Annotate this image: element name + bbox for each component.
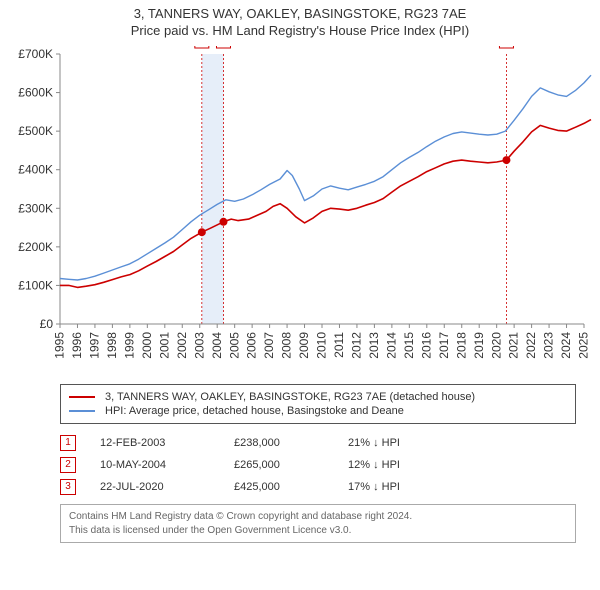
legend-label: HPI: Average price, detached house, Basi… [105,405,404,417]
svg-text:2020: 2020 [489,332,503,359]
svg-text:3: 3 [504,46,510,48]
svg-text:2022: 2022 [524,332,538,359]
svg-text:£0: £0 [40,317,54,331]
event-number-box: 2 [60,457,76,473]
event-price: £425,000 [234,481,324,493]
svg-text:2017: 2017 [437,332,451,359]
svg-text:£300K: £300K [18,201,53,215]
legend-item-hpi: HPI: Average price, detached house, Basi… [69,404,567,418]
event-date: 12-FEB-2003 [100,437,210,449]
event-number-box: 3 [60,479,76,495]
svg-text:£200K: £200K [18,240,53,254]
attribution-line-1: Contains HM Land Registry data © Crown c… [69,510,567,524]
svg-text:2010: 2010 [315,332,329,359]
event-date: 10-MAY-2004 [100,459,210,471]
svg-text:2000: 2000 [140,332,154,359]
svg-text:2007: 2007 [262,332,276,359]
svg-text:2: 2 [221,46,227,48]
svg-text:2021: 2021 [507,332,521,359]
svg-text:£600K: £600K [18,86,53,100]
svg-text:2024: 2024 [559,332,573,359]
event-date: 22-JUL-2020 [100,481,210,493]
svg-text:2011: 2011 [332,332,346,358]
svg-text:2019: 2019 [472,332,486,359]
svg-text:1999: 1999 [122,332,136,359]
svg-text:2005: 2005 [227,332,241,359]
svg-text:1: 1 [199,46,205,48]
attribution-line-2: This data is licensed under the Open Gov… [69,524,567,538]
svg-text:2025: 2025 [577,332,591,359]
legend-swatch [69,396,95,398]
svg-text:2023: 2023 [542,332,556,359]
event-row: 1 12-FEB-2003 £238,000 21% ↓ HPI [60,432,576,454]
svg-text:2016: 2016 [419,332,433,359]
svg-text:2002: 2002 [175,332,189,359]
legend-item-price-paid: 3, TANNERS WAY, OAKLEY, BASINGSTOKE, RG2… [69,390,567,404]
price-chart: £0 £100K £200K £300K £400K £500K £600K £700K 199… [8,46,592,376]
svg-text:2018: 2018 [454,332,468,359]
svg-text:£700K: £700K [18,47,53,61]
svg-text:2014: 2014 [384,332,398,359]
event-number-box: 1 [60,435,76,451]
svg-text:2012: 2012 [350,332,364,359]
event-delta: 21% ↓ HPI [348,437,400,449]
event-delta: 17% ↓ HPI [348,481,400,493]
event-row: 3 22-JUL-2020 £425,000 17% ↓ HPI [60,476,576,498]
legend-swatch [69,410,95,412]
event-row: 2 10-MAY-2004 £265,000 12% ↓ HPI [60,454,576,476]
title-line-1: 3, TANNERS WAY, OAKLEY, BASINGSTOKE, RG2… [0,6,600,21]
svg-text:£500K: £500K [18,124,53,138]
chart-area: £0 £100K £200K £300K £400K £500K £600K £700K 199… [8,46,592,376]
svg-text:£100K: £100K [18,278,53,292]
title-line-2: Price paid vs. HM Land Registry's House … [0,23,600,38]
svg-text:1996: 1996 [70,332,84,359]
legend: 3, TANNERS WAY, OAKLEY, BASINGSTOKE, RG2… [60,384,576,424]
svg-text:1998: 1998 [105,332,119,359]
svg-text:1995: 1995 [53,332,67,359]
event-price: £238,000 [234,437,324,449]
svg-text:2013: 2013 [367,332,381,359]
svg-text:£400K: £400K [18,163,53,177]
legend-label: 3, TANNERS WAY, OAKLEY, BASINGSTOKE, RG2… [105,391,475,403]
svg-text:1997: 1997 [88,332,102,359]
sale-events: 1 12-FEB-2003 £238,000 21% ↓ HPI 2 10-MA… [60,432,576,498]
chart-titles: 3, TANNERS WAY, OAKLEY, BASINGSTOKE, RG2… [0,0,600,38]
svg-text:2003: 2003 [192,332,206,359]
svg-text:2015: 2015 [402,332,416,359]
svg-text:2001: 2001 [157,332,171,359]
svg-text:2008: 2008 [280,332,294,359]
event-price: £265,000 [234,459,324,471]
attribution: Contains HM Land Registry data © Crown c… [60,504,576,543]
event-delta: 12% ↓ HPI [348,459,400,471]
svg-text:2009: 2009 [297,332,311,359]
svg-text:2004: 2004 [210,332,224,359]
svg-text:2006: 2006 [245,332,259,359]
